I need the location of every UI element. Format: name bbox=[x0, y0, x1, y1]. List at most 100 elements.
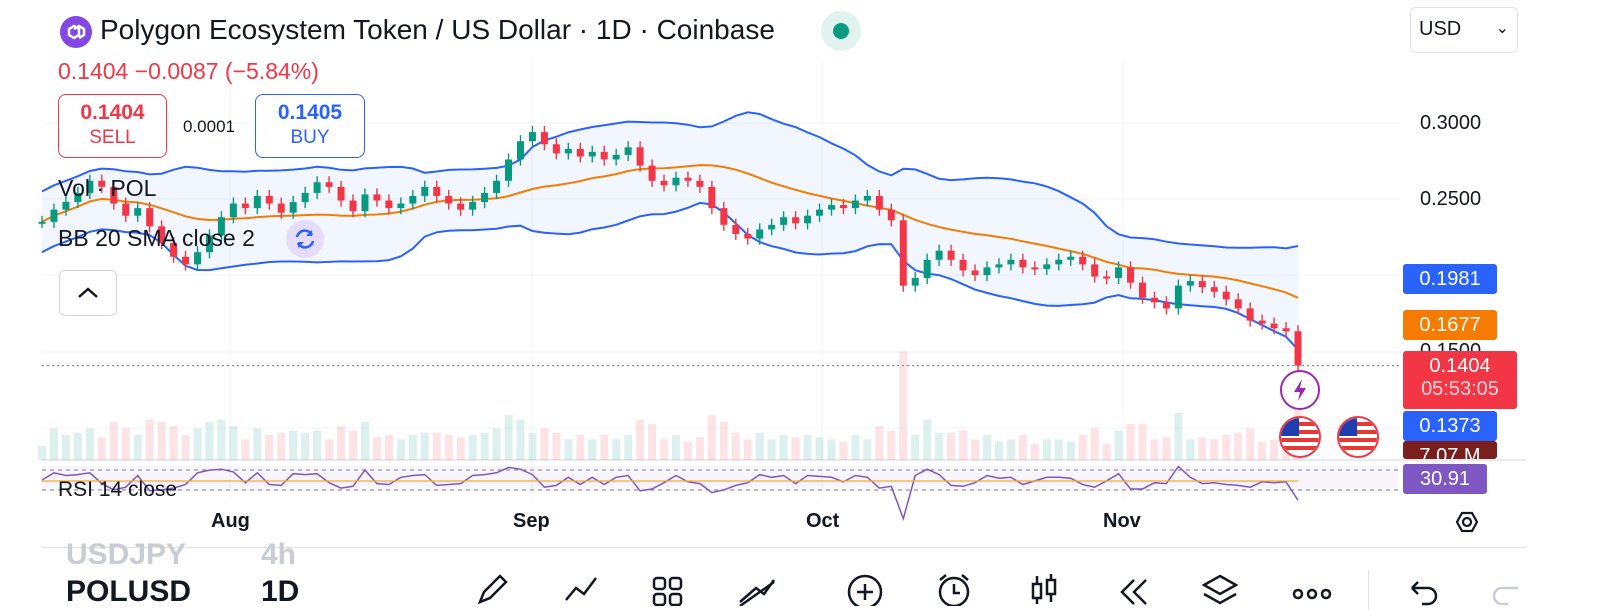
volume-bar bbox=[791, 437, 800, 460]
buy-button[interactable]: 0.1405 BUY bbox=[255, 94, 365, 158]
volume-bar bbox=[994, 441, 1003, 460]
volume-bar bbox=[971, 439, 980, 460]
candle-body bbox=[827, 205, 835, 210]
candle-body bbox=[792, 217, 800, 224]
indicators-icon[interactable] bbox=[560, 570, 600, 606]
candle-body bbox=[373, 194, 381, 201]
volume-bar bbox=[337, 426, 346, 460]
time-label: Sep bbox=[513, 510, 550, 532]
volume-bar bbox=[564, 439, 573, 460]
candle-body bbox=[959, 259, 967, 271]
candle-body bbox=[636, 147, 644, 166]
volume-bar bbox=[516, 419, 525, 460]
pencil-icon[interactable] bbox=[472, 570, 512, 606]
candles-icon[interactable] bbox=[1024, 570, 1064, 606]
us-flag-icon[interactable] bbox=[1279, 416, 1321, 458]
time-label: Oct bbox=[806, 510, 840, 532]
candle-body bbox=[217, 217, 225, 236]
volume-label: 7.07 M bbox=[1403, 441, 1497, 459]
sell-button[interactable]: 0.1404 SELL bbox=[58, 94, 167, 158]
volume-bar bbox=[480, 432, 489, 460]
candle-body bbox=[1270, 323, 1278, 329]
interval-selector[interactable]: 1D bbox=[261, 575, 300, 608]
volume-bar bbox=[1054, 439, 1063, 460]
redo-icon[interactable] bbox=[1490, 570, 1530, 606]
volume-bar bbox=[1114, 430, 1123, 460]
bollinger-lower-line bbox=[41, 201, 1299, 351]
candle-body bbox=[253, 195, 261, 209]
currency-select[interactable]: USD ⌄ bbox=[1410, 7, 1518, 53]
volume-bar bbox=[851, 435, 860, 460]
volume-bar bbox=[38, 446, 46, 460]
volume-bar bbox=[1066, 441, 1075, 460]
volume-bar bbox=[444, 435, 453, 460]
bb-upper-label: 0.1981 bbox=[1403, 264, 1497, 294]
rsi-legend[interactable]: RSI 14 close bbox=[58, 478, 178, 501]
candle-body bbox=[624, 147, 632, 155]
symbol-selector[interactable]: POLUSD bbox=[66, 575, 192, 608]
volume-bar bbox=[887, 430, 896, 460]
undo-icon[interactable] bbox=[1400, 570, 1440, 606]
candle-body bbox=[875, 195, 883, 210]
alarm-clock-icon[interactable] bbox=[934, 570, 974, 608]
volume-bar bbox=[265, 435, 274, 460]
candle-body bbox=[146, 208, 154, 227]
us-flag-icon[interactable] bbox=[1337, 416, 1379, 458]
add-icon[interactable] bbox=[845, 570, 885, 610]
volume-bar bbox=[660, 439, 669, 460]
previous-symbol[interactable]: USDJPY bbox=[66, 538, 187, 566]
volume-bar bbox=[325, 439, 334, 460]
volume-bar bbox=[372, 437, 381, 460]
sell-price: 0.1404 bbox=[80, 101, 145, 124]
volume-bar bbox=[839, 441, 848, 460]
candle-body bbox=[170, 243, 178, 257]
candle-body bbox=[552, 144, 560, 154]
volume-bar bbox=[384, 435, 393, 460]
collapse-legend-button[interactable] bbox=[59, 270, 117, 316]
volume-bar bbox=[1030, 443, 1039, 460]
candle-body bbox=[1294, 331, 1302, 366]
rsi-label: 30.91 bbox=[1403, 464, 1487, 494]
candle-body bbox=[1019, 259, 1027, 268]
candle-body bbox=[493, 180, 501, 193]
candle-body bbox=[110, 186, 118, 204]
more-icon[interactable] bbox=[1290, 570, 1332, 606]
candle-body bbox=[1127, 267, 1135, 283]
symbol-title[interactable]: Polygon Ecosystem Token / US Dollar · 1D… bbox=[100, 14, 775, 45]
bollinger-legend[interactable]: BB 20 SMA close 2 bbox=[58, 225, 255, 251]
candle-body bbox=[816, 209, 824, 216]
last-price-label: 0.1404 05:53:05 bbox=[1403, 351, 1517, 409]
volume-bar bbox=[1258, 441, 1267, 460]
candle-body bbox=[780, 217, 788, 225]
replay-icon[interactable] bbox=[1112, 570, 1152, 606]
volume-bar bbox=[755, 432, 764, 460]
volume-bar bbox=[1126, 424, 1135, 460]
compare-lines-icon[interactable] bbox=[736, 570, 776, 608]
bollinger-basis-line bbox=[41, 164, 1299, 299]
candle-body bbox=[194, 252, 202, 265]
layers-icon[interactable] bbox=[1200, 570, 1240, 606]
candle-body bbox=[229, 203, 237, 218]
volume-bar bbox=[863, 439, 872, 460]
volume-bar bbox=[1186, 439, 1195, 460]
layout-grid-icon[interactable] bbox=[648, 570, 688, 607]
chevron-up-icon bbox=[78, 287, 98, 298]
lightning-event-icon[interactable] bbox=[1280, 370, 1320, 410]
volume-bar bbox=[408, 435, 417, 460]
volume-bar bbox=[1150, 439, 1159, 460]
candle-body bbox=[277, 203, 285, 213]
candle-body bbox=[971, 270, 979, 275]
volume-bar bbox=[313, 430, 322, 460]
volume-legend[interactable]: Vol · POL bbox=[58, 175, 157, 201]
volume-bar bbox=[432, 432, 441, 460]
volume-bar bbox=[1222, 435, 1231, 460]
volume-bar bbox=[600, 435, 609, 460]
previous-interval[interactable]: 4h bbox=[261, 538, 297, 566]
price-tick: 0.3000 bbox=[1420, 112, 1482, 134]
volume-bar bbox=[612, 439, 621, 460]
candle-body bbox=[648, 165, 656, 181]
settings-gear-icon[interactable] bbox=[1447, 506, 1483, 543]
candle-body bbox=[576, 148, 584, 157]
candle-body bbox=[205, 235, 213, 253]
